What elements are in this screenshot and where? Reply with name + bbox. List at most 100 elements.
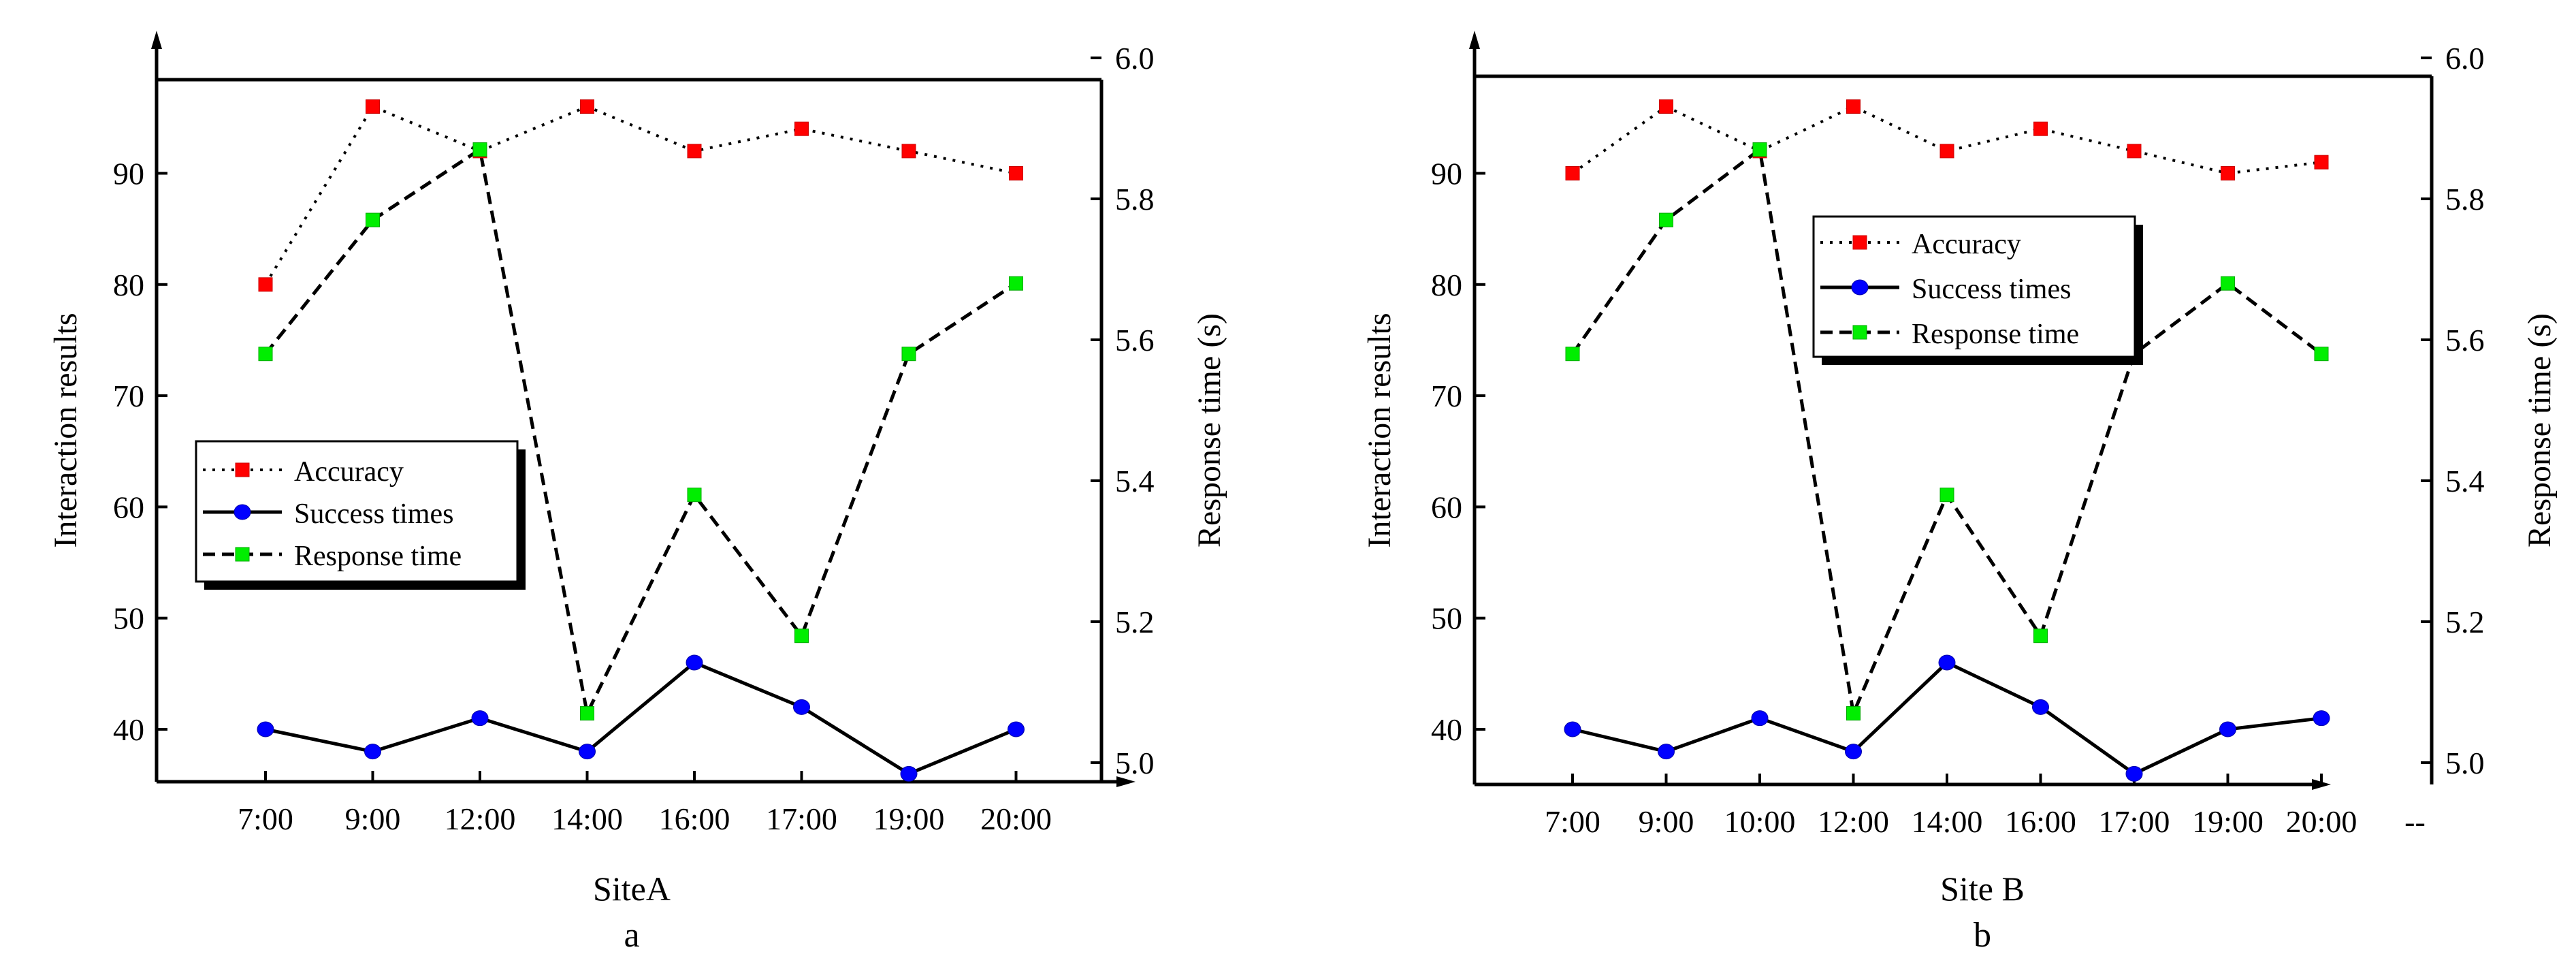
legend-entry-accuracy: Accuracy bbox=[203, 456, 404, 488]
left-y-tick-label-70: 70 bbox=[113, 379, 144, 413]
series-line-accuracy bbox=[264, 105, 1016, 285]
marker-response-time-14-00 bbox=[580, 706, 594, 721]
chart-panel-a: 40 50 60 70 80 90 5.0 5.2 5.4 5.6 5.8 6.0 7:00 9:00… bbox=[48, 31, 1227, 955]
right-y-tick-label-5-6: 5.6 bbox=[2445, 323, 2485, 358]
x-tick-label-12-00: 12:00 bbox=[1818, 804, 1889, 839]
marker-accuracy-16-00 bbox=[2033, 121, 2048, 136]
right-y-axis-label: Response time (s) bbox=[1191, 313, 1227, 547]
left-y-tick-label-90: 90 bbox=[1431, 157, 1462, 191]
legend-swatch-accuracy-marker bbox=[235, 462, 250, 477]
series-lines bbox=[264, 105, 1017, 776]
chart-panel-b: 40 50 60 70 80 90 5.0 5.2 5.4 5.6 5.8 6.0 7:00 9:00… bbox=[1362, 31, 2558, 955]
left-y-axis-label: Interaction results bbox=[1362, 313, 1398, 547]
marker-response-time-20-00 bbox=[1009, 276, 1023, 291]
marker-accuracy-16-00 bbox=[687, 144, 702, 159]
left-y-tick-label-90: 90 bbox=[113, 157, 144, 191]
marker-success-times-16-00 bbox=[2032, 699, 2049, 715]
x-axis-label: SiteA bbox=[593, 870, 671, 908]
marker-accuracy-9-00 bbox=[1659, 99, 1673, 114]
marker-response-time-12-00 bbox=[1846, 706, 1861, 721]
marker-accuracy-17-00 bbox=[2127, 144, 2142, 159]
legend-entry-success-times: Success times bbox=[1820, 274, 2071, 305]
series-markers bbox=[1564, 99, 2330, 782]
left-y-tick-label-40: 40 bbox=[113, 712, 144, 747]
x-axis-ticks: 7:00 9:00 12:00 14:00 16:00 17:00 19:00 20:00 bbox=[238, 771, 1052, 836]
marker-accuracy-20-00 bbox=[1009, 166, 1023, 180]
marker-success-times-9-00 bbox=[364, 744, 381, 760]
legend-label-accuracy: Accuracy bbox=[294, 456, 404, 488]
legend-entry-response-time: Response time bbox=[203, 541, 462, 572]
marker-accuracy-9-00 bbox=[366, 99, 380, 114]
x-tick-label-7-00: 7:00 bbox=[1545, 804, 1600, 839]
legend-label-response-time: Response time bbox=[1912, 319, 2079, 350]
right-y-tick-label-5-8: 5.8 bbox=[1115, 182, 1155, 217]
marker-response-time-16-00 bbox=[687, 488, 702, 503]
marker-success-times-20-00 bbox=[1008, 721, 1025, 737]
left-y-tick-label-60: 60 bbox=[1431, 490, 1462, 524]
left-y-tick-label-80: 80 bbox=[113, 268, 144, 302]
marker-response-time-19-00 bbox=[2221, 276, 2235, 291]
marker-accuracy-19-00 bbox=[901, 144, 916, 159]
marker-response-time-16-00 bbox=[2033, 629, 2048, 644]
series-line-response-time bbox=[264, 148, 1017, 716]
legend-label-accuracy: Accuracy bbox=[1912, 229, 2021, 260]
marker-success-times-9-00 bbox=[1658, 744, 1675, 760]
panel-label: a bbox=[624, 916, 639, 955]
left-y-tick-label-50: 50 bbox=[1431, 601, 1462, 636]
x-axis-arrow bbox=[1116, 776, 1136, 787]
legend-swatch-success-marker bbox=[1851, 279, 1869, 296]
marker-success-times-19-00 bbox=[900, 765, 918, 782]
panel-label: b bbox=[1974, 916, 1991, 955]
x-tick-label-19-00: 19:00 bbox=[2192, 804, 2264, 839]
marker-accuracy-17-00 bbox=[794, 121, 809, 136]
left-y-tick-label-40: 40 bbox=[1431, 712, 1462, 747]
legend-entry-response-time: Response time bbox=[1820, 319, 2079, 350]
x-tick-label-7-00: 7:00 bbox=[238, 801, 293, 836]
marker-success-times-19-00 bbox=[2219, 721, 2236, 737]
legend-swatch-response-marker bbox=[235, 547, 250, 562]
x-tick-label-9-00: 9:00 bbox=[1639, 804, 1694, 839]
x-tick-label-17-00: 17:00 bbox=[2099, 804, 2170, 839]
right-y-tick-label-5-6: 5.6 bbox=[1115, 323, 1155, 358]
marker-accuracy-12-00 bbox=[1846, 99, 1861, 114]
marker-success-times-17-00 bbox=[2125, 765, 2143, 782]
right-y-tick-label-5-4: 5.4 bbox=[2445, 464, 2485, 498]
legend-swatch-success-marker bbox=[234, 504, 251, 520]
marker-response-time-17-00 bbox=[794, 629, 809, 644]
marker-response-time-7-00 bbox=[258, 347, 273, 362]
series-line-success-times bbox=[265, 661, 1017, 776]
right-y-tick-label-6-0: 6.0 bbox=[1115, 41, 1155, 76]
marker-success-times-10-00 bbox=[1751, 710, 1769, 727]
marker-response-time-9-00 bbox=[1659, 212, 1673, 227]
marker-success-times-20-00 bbox=[2313, 710, 2330, 727]
marker-success-times-7-00 bbox=[1564, 721, 1581, 737]
left-y-axis-ticks: 40 50 60 70 80 90 bbox=[113, 157, 167, 747]
legend-entry-success-times: Success times bbox=[203, 498, 453, 530]
legend: Accuracy Success times Response time bbox=[1812, 215, 2143, 365]
right-y-tick-label-5-2: 5.2 bbox=[2445, 605, 2485, 639]
series-line-accuracy bbox=[1571, 105, 2322, 175]
marker-accuracy-20-00 bbox=[2314, 155, 2329, 170]
left-y-axis-label: Interaction results bbox=[48, 313, 84, 547]
legend-label-success-times: Success times bbox=[294, 498, 453, 530]
legend: Accuracy Success times Response time bbox=[195, 440, 526, 590]
left-y-tick-label-60: 60 bbox=[113, 490, 144, 524]
x-axis-label: Site B bbox=[1940, 870, 2025, 908]
x-axis-ticks: 7:00 9:00 10:00 12:00 14:00 16:00 17:00 19:00 20… bbox=[1545, 774, 2426, 839]
marker-success-times-16-00 bbox=[686, 654, 703, 671]
x-tick-label-19-00: 19:00 bbox=[873, 801, 945, 836]
left-y-tick-label-70: 70 bbox=[1431, 379, 1462, 413]
series-line-success-times bbox=[1572, 661, 2322, 776]
marker-accuracy-19-00 bbox=[2221, 166, 2235, 180]
left-y-axis-arrow bbox=[1469, 31, 1480, 49]
x-tick-label-12-00: 12:00 bbox=[445, 801, 516, 836]
right-y-axis-label: Response time (s) bbox=[2522, 313, 2558, 547]
right-y-axis-ticks: 5.0 5.2 5.4 5.6 5.8 6.0 bbox=[2421, 41, 2485, 780]
right-y-tick-label-6-0: 6.0 bbox=[2445, 41, 2485, 76]
marker-success-times-14-00 bbox=[1938, 654, 1956, 671]
x-tick-label-10-00: 10:00 bbox=[1724, 804, 1796, 839]
marker-response-time-7-00 bbox=[1565, 347, 1580, 362]
x-tick-label-20-00: 20:00 bbox=[980, 801, 1052, 836]
x-tick-label-17-00: 17:00 bbox=[766, 801, 837, 836]
series-markers bbox=[257, 99, 1025, 782]
